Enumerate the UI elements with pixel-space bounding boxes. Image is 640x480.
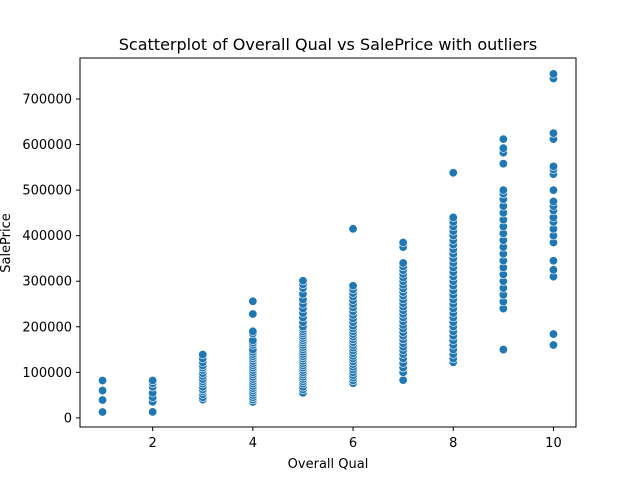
scatter-point [548, 128, 558, 138]
scatter-point [498, 159, 508, 169]
scatter-point [348, 224, 358, 234]
x-tick-label: 4 [249, 436, 257, 451]
scatter-points [98, 69, 558, 417]
scatter-point [548, 256, 558, 266]
scatter-point [148, 376, 158, 386]
y-tick-label: 300000 [22, 275, 72, 290]
scatter-point [148, 407, 158, 417]
scatter-point [548, 197, 558, 207]
scatter-point [548, 329, 558, 339]
y-tick-label: 700000 [22, 93, 72, 108]
scatter-point [498, 185, 508, 195]
scatter-point [398, 238, 408, 248]
scatter-point [548, 340, 558, 350]
x-tick-label: 8 [449, 436, 457, 451]
scatter-point [298, 276, 308, 286]
scatter-point [248, 296, 258, 306]
scatter-point [548, 69, 558, 79]
scatter-point [548, 185, 558, 195]
y-tick-label: 600000 [22, 138, 72, 153]
scatter-point [398, 258, 408, 268]
scatter-point [98, 407, 108, 417]
scatter-point [448, 168, 458, 178]
y-tick-label: 200000 [22, 320, 72, 335]
scatter-point [348, 281, 358, 291]
scatter-point [448, 212, 458, 222]
x-tick-label: 6 [349, 436, 357, 451]
x-tick-label: 2 [149, 436, 157, 451]
scatter-point [198, 350, 208, 360]
y-tick-label: 400000 [22, 229, 72, 244]
axes: 2 4 6 8 10 0 100000 200000 300000 400000 500000 600… [22, 57, 577, 451]
scatter-point [548, 265, 558, 275]
scatter-point [398, 375, 408, 385]
y-tick-label: 0 [64, 411, 72, 426]
y-axis-label: SalePrice [0, 213, 14, 273]
scatter-point [498, 134, 508, 144]
x-axis-label: Overall Qual [288, 457, 369, 472]
plot-frame [79, 57, 577, 428]
x-tick-label: 10 [545, 436, 562, 451]
scatter-point [98, 376, 108, 386]
scatter-point [498, 345, 508, 355]
y-tick-label: 100000 [22, 366, 72, 381]
scatter-point [548, 161, 558, 171]
scatter-point [248, 309, 258, 319]
scatter-point [498, 143, 508, 153]
chart-title: Scatterplot of Overall Qual vs SalePrice… [119, 35, 537, 54]
scatter-point [98, 395, 108, 405]
scatter-point [248, 326, 258, 336]
y-tick-label: 500000 [22, 184, 72, 199]
scatter-point [98, 386, 108, 396]
